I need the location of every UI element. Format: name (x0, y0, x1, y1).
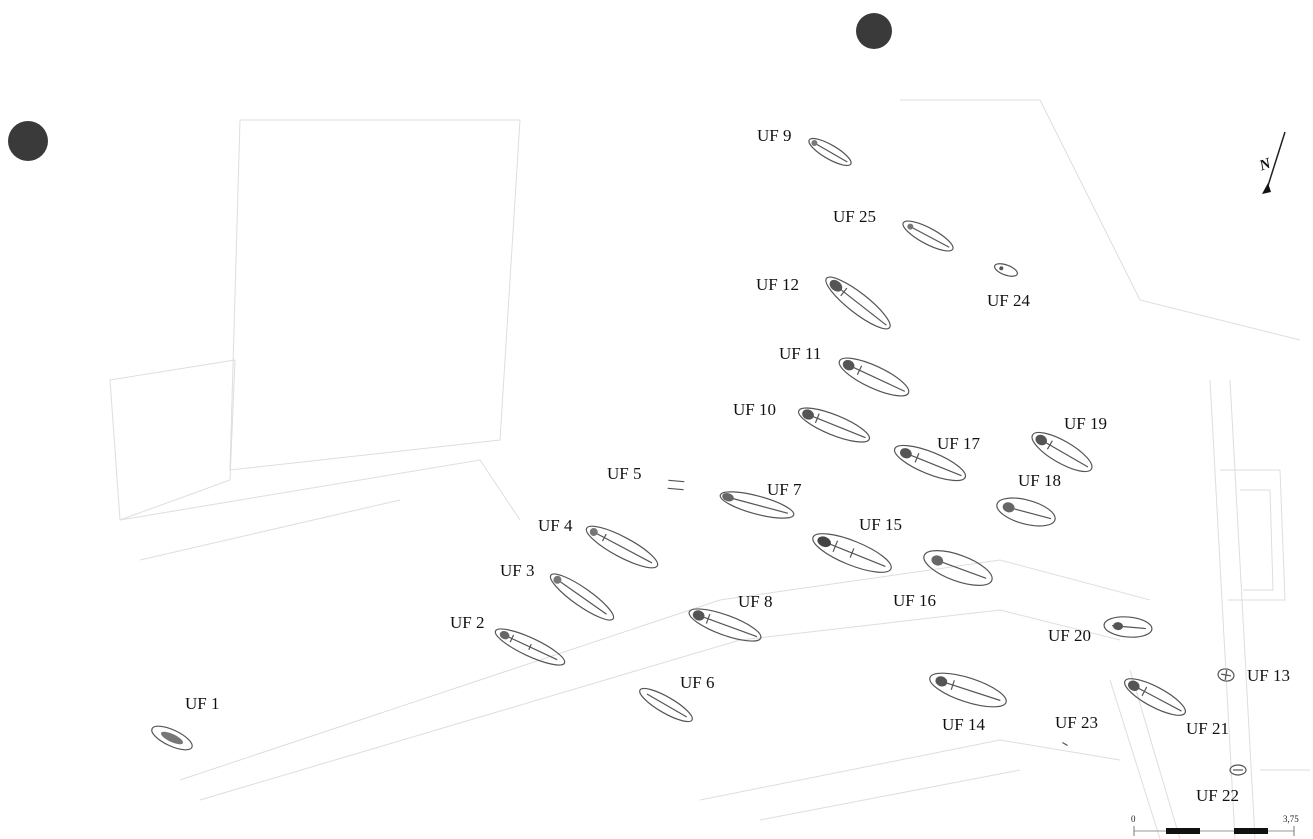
burial-uf14 (929, 672, 1007, 708)
label-uf3: UF 3 (500, 561, 535, 580)
label-uf25: UF 25 (833, 207, 876, 226)
burial-uf11 (838, 357, 910, 397)
burial-uf23 (1062, 741, 1068, 747)
burial-uf15 (812, 533, 892, 573)
label-uf5: UF 5 (607, 464, 642, 483)
burial-uf25 (902, 220, 954, 252)
label-uf4: UF 4 (538, 516, 573, 535)
burial-uf18 (996, 497, 1056, 527)
label-uf21: UF 21 (1186, 719, 1229, 738)
label-uf2: UF 2 (450, 613, 485, 632)
burial-uf20 (1103, 616, 1153, 638)
label-uf9: UF 9 (757, 126, 792, 145)
label-uf20: UF 20 (1048, 626, 1091, 645)
label-uf7: UF 7 (767, 480, 802, 499)
label-uf15: UF 15 (859, 515, 902, 534)
label-uf14: UF 14 (942, 715, 985, 734)
label-uf12: UF 12 (756, 275, 799, 294)
burials (151, 137, 1247, 776)
label-uf24: UF 24 (987, 291, 1030, 310)
burial-uf10 (797, 407, 871, 443)
burial-uf17 (893, 444, 967, 482)
label-uf10: UF 10 (733, 400, 776, 419)
label-uf1: UF 1 (185, 694, 220, 713)
burial-uf3 (549, 573, 615, 621)
burial-uf13 (1217, 668, 1235, 682)
burial-uf4 (585, 525, 659, 569)
label-uf8: UF 8 (738, 592, 773, 611)
wall-outlines (109, 99, 1310, 839)
scale-bar (1133, 826, 1295, 836)
label-uf22: UF 22 (1196, 786, 1239, 805)
black-marker-top (856, 13, 892, 49)
burial-uf21 (1124, 678, 1186, 716)
scale-start: 0 (1131, 814, 1136, 824)
north-arrow-icon (1262, 131, 1286, 194)
burial-uf2 (494, 628, 566, 666)
burial-uf9 (808, 137, 852, 167)
label-uf13: UF 13 (1247, 666, 1290, 685)
burial-uf7 (719, 491, 795, 519)
burial-uf19 (1031, 431, 1093, 473)
burial-uf6 (639, 687, 693, 723)
label-uf6: UF 6 (680, 673, 715, 692)
burial-uf1 (151, 725, 193, 751)
burial-uf12 (825, 276, 891, 330)
scale-end: 3,75 (1283, 814, 1299, 824)
black-marker-left (8, 121, 48, 161)
burial-uf5 (667, 479, 685, 491)
burial-uf16 (923, 550, 993, 586)
label-uf16: UF 16 (893, 591, 936, 610)
burial-uf24 (993, 263, 1019, 277)
label-uf17: UF 17 (937, 434, 980, 453)
burial-uf22 (1229, 764, 1247, 776)
label-uf18: UF 18 (1018, 471, 1061, 490)
label-uf11: UF 11 (779, 344, 822, 363)
label-uf23: UF 23 (1055, 713, 1098, 732)
burial-uf8 (688, 608, 762, 642)
label-uf19: UF 19 (1064, 414, 1107, 433)
